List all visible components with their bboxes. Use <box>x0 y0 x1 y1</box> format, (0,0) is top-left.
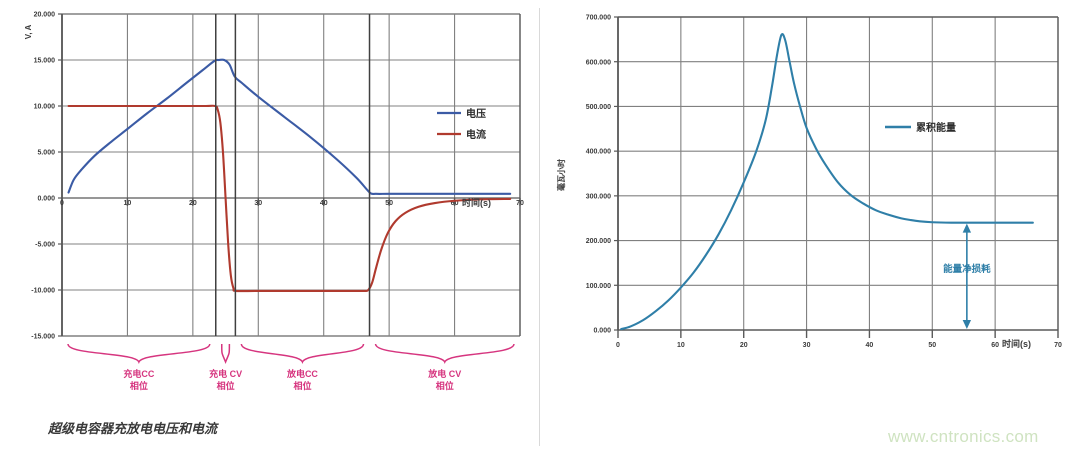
right-chart-y-tick: 200.000 <box>586 238 611 245</box>
right-chart-y-tick: 500.000 <box>586 104 611 111</box>
right-chart-x-tick: 30 <box>803 342 811 349</box>
cumulative-energy-figure: 0.000 100.000 200.000 300.000 400.000 500.000… <box>540 0 1080 454</box>
phase-label-line1: 充电 CV <box>209 368 242 379</box>
right-chart-y-tick: 600.000 <box>586 59 611 66</box>
right-chart-y-tick: 100.000 <box>586 283 611 290</box>
phase-label-line1: 放电 CV <box>427 368 461 379</box>
net-energy-loss-label: 能量净损耗 <box>943 263 991 275</box>
figure-divider <box>539 8 540 446</box>
left-chart-phase-brackets <box>67 343 515 365</box>
legend-label-voltage: 电压 <box>466 107 486 120</box>
left-chart-y-tick: -15.000 <box>31 334 55 341</box>
left-chart-phase-divider-lines <box>215 14 371 336</box>
right-chart-x-tick: 60 <box>991 342 999 349</box>
right-chart-y-tick: 300.000 <box>586 193 611 200</box>
phase-bracket <box>240 343 365 364</box>
left-chart-gridlines <box>61 13 521 337</box>
left-chart-y-tick-labels: 20.000 15.000 10.000 5.000 0.000 -5.000 -10.00… <box>31 12 62 341</box>
cumulative-energy-chart: 0.000 100.000 200.000 300.000 400.000 500.000… <box>556 15 1062 349</box>
phase-label-line2: 相位 <box>130 380 148 391</box>
right-chart-x-tick: 20 <box>740 342 748 349</box>
voltage-current-figure: 20.000 15.000 10.000 5.000 0.000 -5.000 -10.00… <box>24 12 524 436</box>
left-chart-y-tick: 10.000 <box>34 104 56 111</box>
left-chart-x-tick: 70 <box>516 200 524 207</box>
right-chart-x-tick: 0 <box>616 342 620 349</box>
right-chart-series <box>620 33 1034 331</box>
right-chart-x-tick: 50 <box>928 342 936 349</box>
right-chart-x-tick: 40 <box>866 342 874 349</box>
phase-label-line2: 相位 <box>293 380 311 391</box>
legend-label-cumulative-energy: 累积能量 <box>916 121 956 134</box>
right-chart-gridlines <box>617 16 1059 331</box>
left-chart-x-tick: 40 <box>320 200 328 207</box>
right-chart-net-loss-annotation: 能量净损耗 <box>943 223 991 329</box>
left-chart-x-tick-labels: 0 10 20 30 40 50 60 70 <box>60 197 524 207</box>
left-chart-y-tick: 20.000 <box>34 12 56 19</box>
left-chart-line-voltage <box>67 58 512 195</box>
left-chart-y-axis-title: V, A <box>24 25 33 40</box>
right-chart-x-tick: 10 <box>677 342 685 349</box>
right-chart-line-cumulative-energy <box>620 33 1034 331</box>
right-chart-y-axis-title: 毫瓦小时 <box>556 159 566 191</box>
phase-label-line2: 相位 <box>436 380 454 391</box>
right-chart-x-tick: 70 <box>1054 342 1062 349</box>
left-chart-x-tick: 50 <box>385 200 393 207</box>
site-watermark: www.cntronics.com <box>888 427 1039 446</box>
right-chart-y-tick: 700.000 <box>586 15 611 22</box>
left-chart-x-tick: 10 <box>124 200 132 207</box>
right-chart-y-tick: 0.000 <box>593 328 611 335</box>
left-chart-x-axis-title: 时间(s) <box>462 197 491 208</box>
voltage-current-chart: 20.000 15.000 10.000 5.000 0.000 -5.000 -10.00… <box>24 12 524 391</box>
left-chart-y-tick: 0.000 <box>37 196 55 203</box>
phase-bracket <box>67 343 211 364</box>
phase-label-line1: 放电CC <box>286 368 318 379</box>
right-chart-y-tick-labels: 0.000 100.000 200.000 300.000 400.000 500.000… <box>586 15 618 335</box>
left-figure-caption: 超级电容器充放电电压和电流 <box>48 421 218 436</box>
right-chart-y-tick: 400.000 <box>586 149 611 156</box>
left-chart-y-tick: -5.000 <box>35 242 55 249</box>
phase-label-line2: 相位 <box>217 380 235 391</box>
right-chart-x-axis-title: 时间(s) <box>1002 338 1031 349</box>
left-chart-y-tick: -10.000 <box>31 288 55 295</box>
left-chart-x-tick: 60 <box>451 200 459 207</box>
left-chart-x-tick: 30 <box>254 200 262 207</box>
legend-label-current: 电流 <box>466 128 486 141</box>
phase-bracket <box>374 343 515 364</box>
phase-bracket <box>221 343 231 365</box>
left-chart-y-tick: 15.000 <box>34 58 56 65</box>
right-chart-legend: 累积能量 <box>885 121 956 134</box>
right-chart-x-tick-labels: 0 10 20 30 40 50 60 70 <box>616 330 1062 349</box>
left-chart-x-tick: 20 <box>189 200 197 207</box>
left-chart-series <box>67 58 512 293</box>
left-chart-line-current <box>67 104 512 293</box>
left-chart-x-tick: 0 <box>60 200 64 207</box>
phase-label-line1: 充电CC <box>123 368 154 379</box>
left-chart-y-tick: 5.000 <box>37 150 55 157</box>
